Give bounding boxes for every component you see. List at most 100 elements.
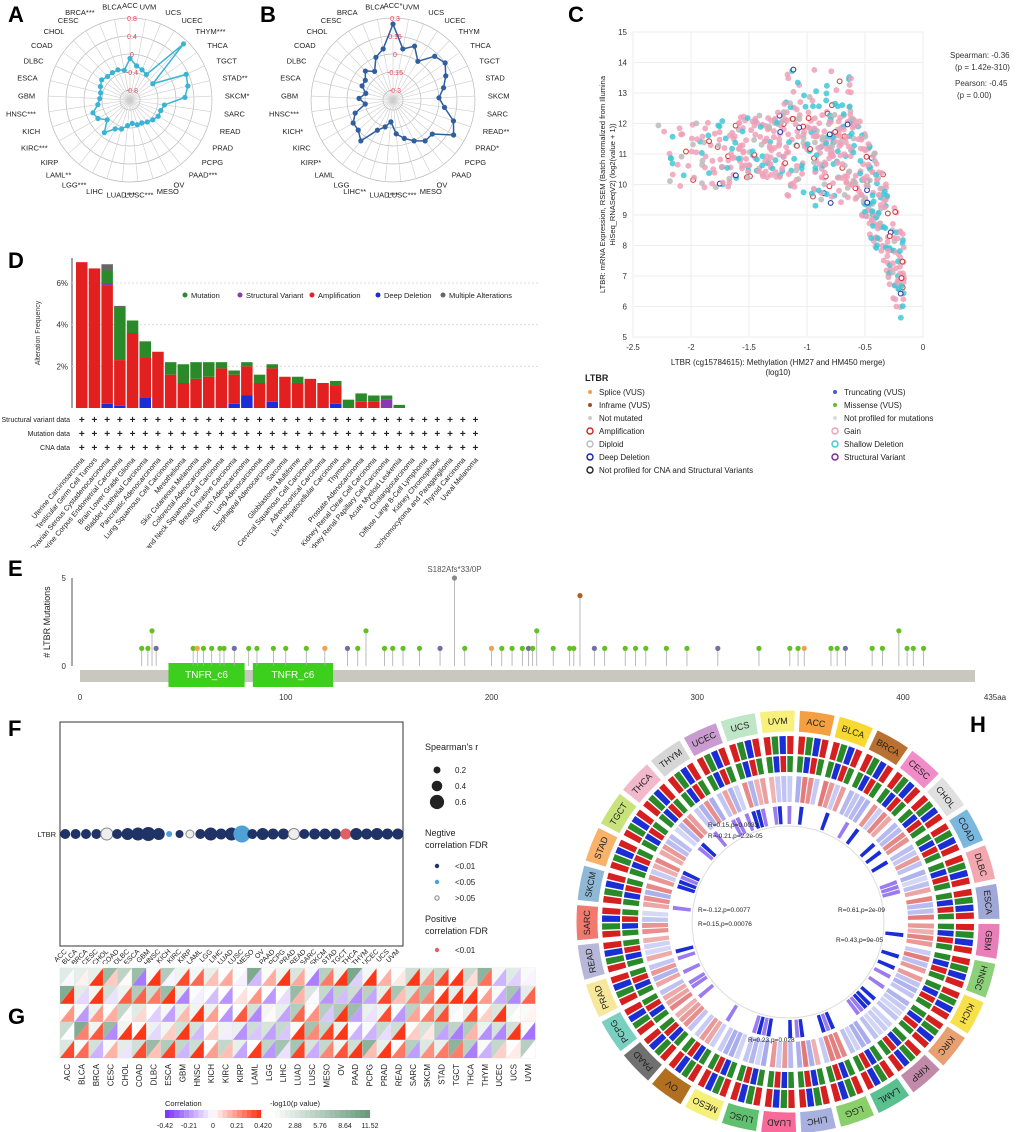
track-heat (848, 795, 866, 821)
scatter-point (771, 134, 777, 141)
scatter-point (759, 153, 766, 160)
radar-category-label: TGCT (479, 57, 500, 66)
scatter-point (752, 115, 759, 122)
track-heat (642, 916, 669, 922)
heatmap-pvalue-triangle (333, 1004, 348, 1022)
scatter-point (840, 111, 847, 117)
track-plus: + (117, 443, 123, 454)
bar-segment-mutation (380, 395, 393, 400)
legend2-swatch (345, 1110, 351, 1118)
track-bar (843, 767, 855, 785)
heatmap-corr-triangle (391, 1040, 406, 1058)
radar-point (121, 67, 127, 73)
scatter-point (835, 118, 842, 125)
heatmap-pvalue-triangle (247, 968, 262, 986)
scatter-point (815, 103, 822, 110)
legend-label: Truncating (VUS) (844, 388, 906, 397)
domain-box (168, 663, 245, 687)
heatmap-corr-triangle (520, 968, 536, 986)
track-heat (751, 1015, 761, 1034)
radar-point (97, 83, 104, 90)
y-tick-label: 14 (618, 59, 627, 68)
heatmap-pvalue-triangle (434, 1040, 449, 1058)
radar-ring-label: 0 (393, 52, 397, 59)
radar-spoke (50, 80, 131, 101)
heatmap-corr-triangle (448, 1022, 464, 1040)
track-bar (713, 1056, 726, 1073)
pos-legend-label: <0.01 (455, 946, 476, 955)
track-heat (697, 846, 714, 861)
y-tick-label: 10 (618, 181, 627, 190)
scatter-point (897, 229, 904, 236)
x-axis-label-2: (log10) (766, 368, 791, 377)
scatter-point (844, 185, 851, 191)
scatter-point (772, 157, 779, 164)
track-bar (607, 961, 627, 973)
legend1-swatch (251, 1110, 257, 1118)
track-bar (844, 1078, 857, 1098)
scatter-point (776, 140, 783, 147)
track-heat (904, 945, 932, 957)
lollipop-head (567, 645, 573, 651)
scatter-point (694, 136, 701, 143)
track-plus: + (117, 429, 123, 440)
track-plus: + (447, 429, 453, 440)
scatter-point (844, 121, 851, 128)
radar-spoke (129, 99, 168, 174)
heatmap-corr-triangle (247, 1004, 262, 1022)
heatmap-corr-triangle (434, 1040, 449, 1058)
heatmap-corr-triangle (88, 968, 104, 986)
scatter-point (846, 103, 853, 110)
track-bar (658, 813, 675, 829)
track-bar (667, 776, 684, 794)
track-bar (928, 970, 946, 982)
radar-category-label: OV (437, 180, 448, 189)
track-bar (604, 947, 624, 958)
mutation-label: S182Afs*33/0P (427, 565, 481, 574)
track-plus: + (333, 429, 339, 440)
track-bar (697, 1068, 712, 1088)
size-legend-dot (433, 766, 441, 774)
track-plus: + (257, 415, 263, 426)
radar-category-label: UCEC (181, 16, 203, 25)
legend2-swatch (355, 1110, 361, 1118)
scatter-point (838, 141, 844, 148)
heatmap-pvalue-triangle (146, 1004, 161, 1022)
radar-point (356, 95, 362, 101)
legend-symbol (831, 427, 839, 435)
track-bar (910, 1004, 927, 1018)
scatter-point (823, 97, 830, 104)
scatter-point (889, 260, 896, 267)
scatter-point (661, 128, 668, 135)
track-plus: + (180, 415, 186, 426)
track-bar (849, 749, 863, 769)
legend2-swatch (280, 1110, 286, 1118)
legend1-swatch (256, 1110, 262, 1118)
radar-category-label: CHOL (44, 27, 65, 36)
domain-box (252, 663, 334, 687)
radar-spoke (121, 99, 131, 182)
track-bar (649, 1004, 666, 1018)
radar-point (150, 117, 156, 123)
radar-category-label: STAD (485, 74, 505, 83)
bar-segment-mutation (266, 364, 278, 369)
legend-symbol (375, 292, 381, 298)
heatmap-corr-triangle (391, 1004, 406, 1022)
legend1-swatch (222, 1110, 228, 1118)
track-bar (697, 779, 711, 797)
track-bar (673, 1030, 689, 1047)
heatmap-corr-triangle (204, 968, 219, 986)
heatmap-pvalue-triangle (218, 1040, 233, 1058)
track-bar (696, 756, 711, 776)
track-bar (612, 978, 632, 991)
track-bar (712, 771, 725, 789)
track-bar (719, 768, 731, 786)
heatmap-corr-triangle (60, 1022, 75, 1040)
scatter-point (753, 156, 760, 163)
heatmap-pvalue-triangle (276, 1004, 291, 1022)
bar-segment-amplification (215, 368, 228, 408)
legend1-swatch (246, 1110, 252, 1118)
bar-segment-deep-deletion (241, 395, 253, 408)
track-bar (829, 741, 841, 761)
scatter-chart-c: -2.5 -2 -1.5 -1 -0.5 056789101112131415Spearm… (585, 28, 1010, 475)
